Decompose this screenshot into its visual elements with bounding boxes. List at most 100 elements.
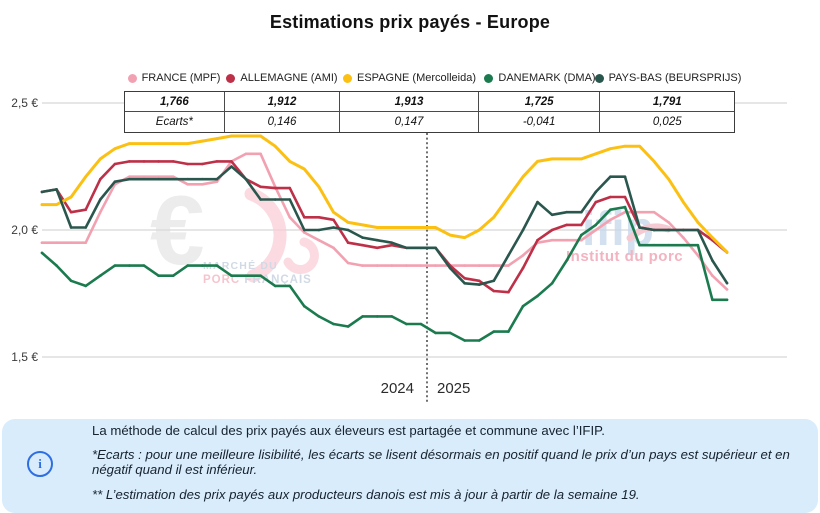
data-point-marker bbox=[580, 210, 583, 214]
price-value-cell: 1,791 bbox=[600, 92, 734, 112]
data-point-marker bbox=[84, 241, 87, 244]
data-point-marker bbox=[171, 177, 175, 181]
data-point-marker bbox=[565, 157, 568, 161]
legend-item-3[interactable]: ESPAGNE (Mercolleida) bbox=[340, 72, 479, 84]
data-point-marker bbox=[507, 290, 510, 294]
legend-label: FRANCE (MPF) bbox=[141, 72, 221, 84]
data-point-marker bbox=[55, 188, 58, 191]
data-point-marker bbox=[375, 246, 379, 250]
data-point-marker bbox=[565, 223, 568, 227]
data-point-marker bbox=[477, 228, 481, 232]
data-point-marker bbox=[375, 226, 379, 229]
data-point-marker bbox=[492, 330, 496, 333]
data-point-marker bbox=[128, 142, 131, 145]
data-point-marker bbox=[463, 277, 467, 280]
data-point-marker bbox=[580, 223, 583, 227]
price-value-cell: 1,766 bbox=[125, 92, 225, 112]
x-label-2025: 2025 bbox=[437, 380, 471, 397]
data-point-marker bbox=[390, 226, 394, 229]
legend-item-1[interactable]: FRANCE (MPF) bbox=[124, 72, 224, 84]
data-point-marker bbox=[580, 233, 583, 237]
data-point-marker bbox=[623, 210, 627, 214]
data-point-marker bbox=[244, 152, 248, 156]
data-point-marker bbox=[230, 274, 233, 278]
data-point-marker bbox=[492, 216, 496, 219]
data-point-marker bbox=[128, 264, 131, 267]
data-point-marker bbox=[69, 241, 73, 244]
data-point-marker bbox=[594, 200, 598, 204]
data-point-marker bbox=[157, 177, 160, 181]
legend-item-5[interactable]: PAYS-BAS (BEURSPRIJS) bbox=[594, 72, 741, 84]
data-point-marker bbox=[536, 238, 539, 242]
data-point-marker bbox=[507, 330, 510, 333]
data-point-marker bbox=[550, 157, 554, 161]
info-text: La méthode de calcul des prix payés aux … bbox=[92, 423, 810, 502]
x-label-2024: 2024 bbox=[380, 380, 414, 397]
data-point-marker bbox=[696, 228, 700, 232]
data-point-marker bbox=[273, 198, 277, 201]
data-point-marker bbox=[492, 264, 496, 267]
y-tick-2-0: 2,0 € bbox=[11, 223, 38, 237]
data-point-marker bbox=[171, 160, 175, 163]
legend-label: PAYS-BAS (BEURSPRIJS) bbox=[608, 72, 742, 84]
legend-dot-icon bbox=[594, 73, 604, 83]
data-point-marker bbox=[361, 243, 364, 247]
legend-item-4[interactable]: DANEMARK (DMA) bbox=[479, 72, 601, 84]
data-point-marker bbox=[434, 331, 437, 335]
data-point-marker bbox=[419, 246, 423, 250]
data-point-marker bbox=[565, 259, 568, 262]
data-point-marker bbox=[288, 160, 292, 163]
data-point-marker bbox=[638, 226, 641, 229]
data-point-marker bbox=[390, 243, 394, 247]
data-point-marker bbox=[361, 315, 364, 318]
data-point-marker bbox=[521, 266, 525, 270]
data-point-marker bbox=[303, 231, 306, 234]
info-line-ecarts: *Ecarts : pour une meilleure lisibilité,… bbox=[92, 446, 790, 478]
data-point-marker bbox=[273, 144, 277, 148]
data-point-marker bbox=[375, 238, 379, 242]
page-title: Estimations prix payés - Europe bbox=[269, 12, 551, 32]
data-point-marker bbox=[273, 284, 277, 288]
legend-item-2[interactable]: ALLEMAGNE (AMI) bbox=[224, 72, 340, 84]
data-point-marker bbox=[463, 264, 467, 267]
info-icon[interactable]: i bbox=[27, 451, 53, 477]
data-point-marker bbox=[711, 236, 714, 239]
data-point-marker bbox=[652, 210, 656, 214]
ecart-cell: 0,025 bbox=[652, 116, 682, 128]
euro-symbol-icon: € bbox=[150, 175, 205, 285]
data-point-marker bbox=[99, 210, 102, 214]
data-point-marker bbox=[594, 228, 598, 232]
data-point-marker bbox=[463, 236, 467, 239]
data-point-marker bbox=[477, 283, 481, 286]
data-point-marker bbox=[536, 241, 539, 244]
data-point-marker bbox=[346, 228, 350, 232]
data-point-marker bbox=[215, 137, 219, 140]
data-point-marker bbox=[288, 186, 292, 190]
data-point-marker bbox=[609, 195, 612, 199]
data-point-marker bbox=[725, 298, 729, 302]
mpf-logo-curl-icon bbox=[283, 237, 319, 275]
data-point-marker bbox=[667, 177, 670, 181]
data-point-marker bbox=[215, 180, 219, 183]
data-point-marker bbox=[711, 298, 714, 302]
data-point-marker bbox=[434, 264, 437, 267]
data-point-marker bbox=[390, 315, 394, 318]
table-row: 1,766 1,912 1,913 1,725 1,791 bbox=[125, 92, 734, 112]
series-line-2 bbox=[40, 160, 729, 294]
series-line-4 bbox=[40, 205, 729, 342]
data-point-marker bbox=[142, 177, 146, 181]
info-line-danemark: ** L’estimation des prix payés aux produ… bbox=[92, 486, 640, 502]
price-value-cell: 1,725 bbox=[478, 92, 601, 112]
data-point-marker bbox=[390, 264, 394, 267]
data-point-marker bbox=[317, 315, 321, 318]
data-point-marker bbox=[492, 279, 496, 283]
legend-dot-icon bbox=[226, 73, 236, 83]
data-point-marker bbox=[609, 147, 612, 150]
data-point-marker bbox=[317, 216, 321, 219]
data-point-marker bbox=[113, 264, 117, 267]
data-point-marker bbox=[69, 210, 73, 214]
data-point-marker bbox=[244, 274, 248, 278]
data-point-marker bbox=[303, 167, 306, 171]
data-point-marker bbox=[244, 177, 248, 181]
mpf-logo-arc-icon bbox=[244, 187, 287, 283]
